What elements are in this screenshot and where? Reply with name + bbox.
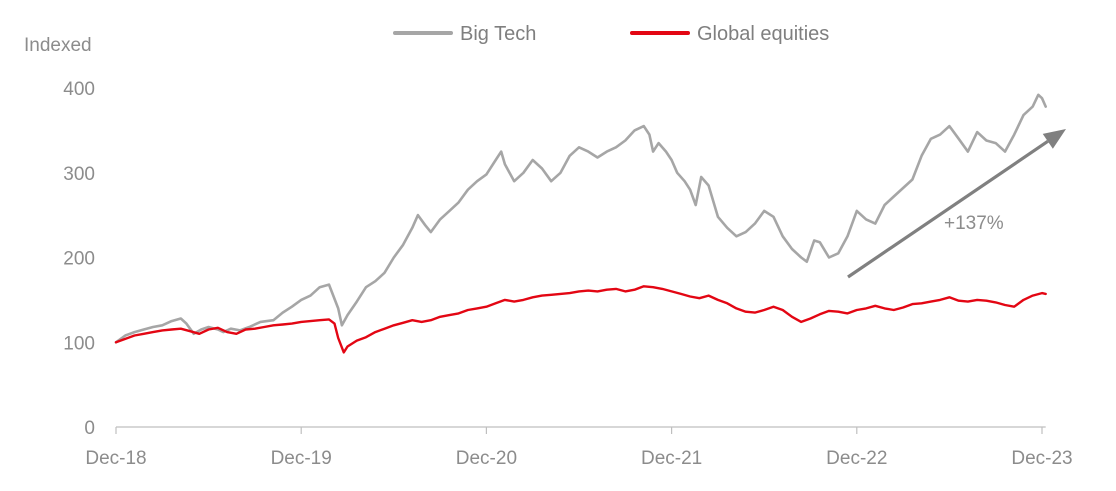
annotation: +137% — [847, 129, 1066, 279]
y-axis-label: Indexed — [24, 35, 92, 56]
y-tick-label: 0 — [84, 418, 95, 439]
legend: Big Tech Global equities — [393, 23, 829, 45]
legend-label: Global equities — [697, 23, 829, 45]
x-tick-label: Dec-23 — [1011, 448, 1072, 469]
y-tick-label: 400 — [63, 79, 95, 100]
x-tick-label: Dec-20 — [456, 448, 517, 469]
x-tick-label: Dec-22 — [826, 448, 887, 469]
legend-label: Big Tech — [460, 23, 536, 45]
y-tick-label: 200 — [63, 249, 95, 270]
series-line-big-tech — [114, 93, 1047, 344]
series-layer — [114, 93, 1047, 354]
annotation-arrow-line — [847, 140, 1049, 279]
y-axis: 0 100 200 300 400 — [63, 79, 95, 439]
y-tick-label: 300 — [63, 164, 95, 185]
x-tick-label: Dec-19 — [271, 448, 332, 469]
x-tick-label: Dec-21 — [641, 448, 702, 469]
series-line-global-equities — [114, 285, 1047, 354]
y-tick-label: 100 — [63, 333, 95, 354]
x-axis: Dec-18 Dec-19 Dec-20 Dec-21 Dec-22 Dec-23 — [85, 426, 1073, 469]
annotation-label: +137% — [944, 213, 1004, 234]
annotation-arrow-head — [1042, 129, 1066, 149]
x-tick-label: Dec-18 — [85, 448, 146, 469]
